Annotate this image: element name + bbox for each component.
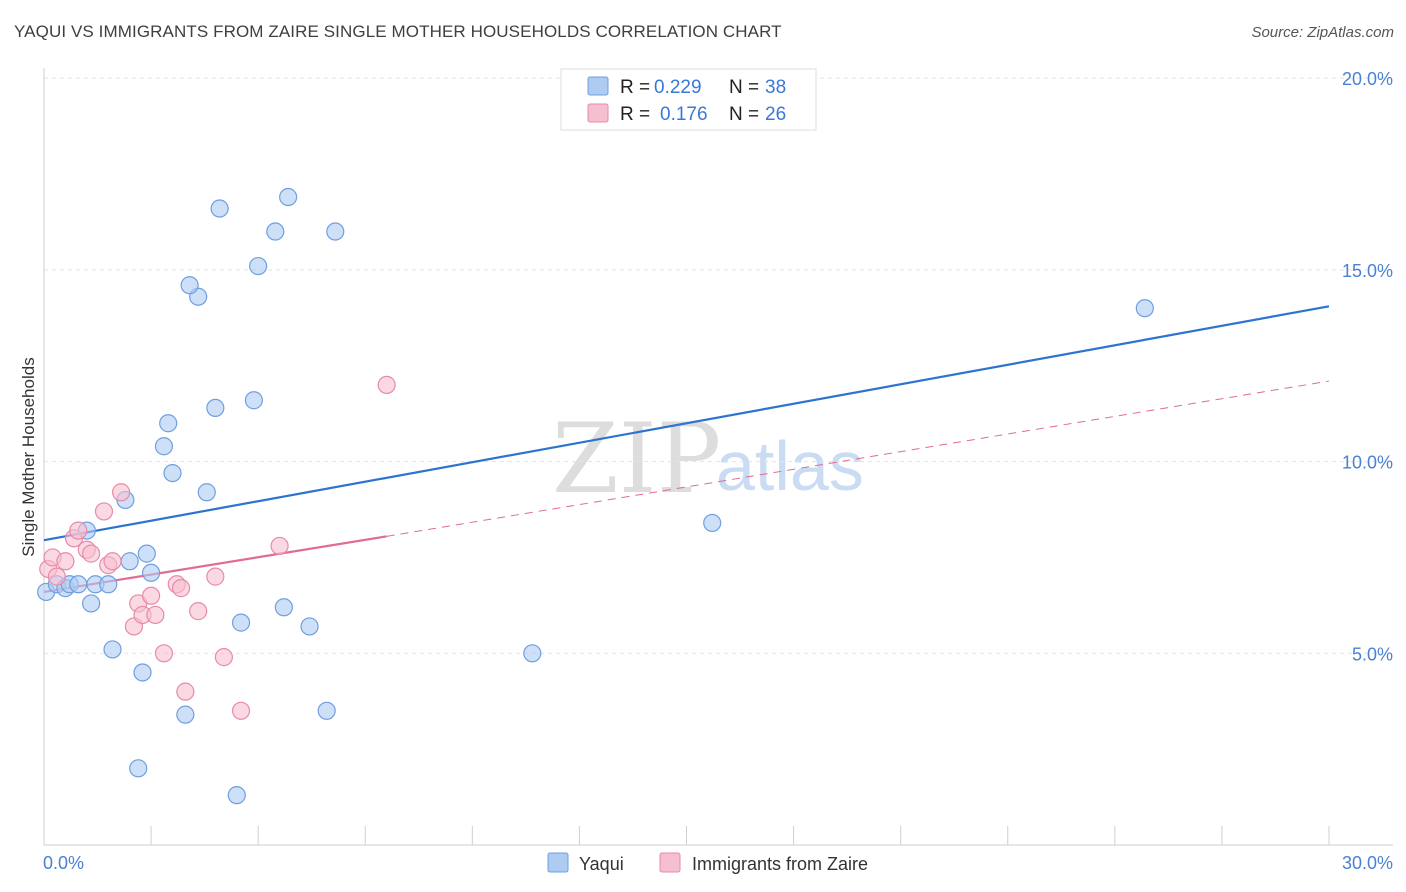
yaqui-point-13 bbox=[133, 663, 152, 682]
legend-r-label-1: R = bbox=[620, 77, 650, 98]
legend: R = 0.229 N = 38 R = 0.176 N = 26 bbox=[560, 68, 817, 131]
yaqui-point-26 bbox=[244, 391, 263, 410]
y-tick-label-10: 10.0% bbox=[1342, 453, 1393, 473]
yaqui-point-30 bbox=[279, 187, 298, 207]
yaqui-point-6 bbox=[82, 594, 101, 613]
yaqui-point-23 bbox=[210, 199, 229, 218]
zaire-point-3 bbox=[56, 552, 75, 571]
legend-n-label-1: N = bbox=[729, 77, 759, 98]
yaqui-point-18 bbox=[163, 463, 182, 483]
legend-r-value-1: 0.229 bbox=[654, 77, 702, 98]
zaire-point-15 bbox=[141, 586, 161, 605]
legend-n-value-1: 38 bbox=[765, 77, 786, 98]
zaire-point-24 bbox=[231, 701, 251, 720]
grid bbox=[44, 77, 1393, 654]
y-tick-label-20: 20.0% bbox=[1342, 69, 1393, 89]
yaqui-point-9 bbox=[103, 640, 122, 659]
yaqui-point-11 bbox=[120, 552, 139, 571]
zaire-point-5 bbox=[69, 521, 88, 540]
yaqui-point-32 bbox=[317, 701, 336, 720]
zaire-point-8 bbox=[94, 502, 114, 521]
yaqui-point-21 bbox=[197, 483, 216, 502]
chart-title: YAQUI VS IMMIGRANTS FROM ZAIRE SINGLE MO… bbox=[14, 22, 782, 41]
zaire-point-26 bbox=[377, 375, 396, 395]
bottom-legend-swatch-zaire bbox=[659, 852, 681, 873]
yaqui-point-24 bbox=[227, 786, 246, 805]
yaqui-point-17 bbox=[159, 414, 178, 433]
yaqui-point-12 bbox=[129, 759, 148, 778]
yaqui-point-34 bbox=[523, 644, 542, 663]
y-tick-label-5: 5.0% bbox=[1352, 644, 1393, 664]
legend-swatch-zaire bbox=[587, 103, 609, 123]
yaqui-point-4 bbox=[69, 575, 88, 594]
yaqui-point-14 bbox=[137, 544, 156, 563]
yaqui-point-16 bbox=[154, 437, 174, 456]
yaqui-point-19 bbox=[176, 705, 195, 724]
yaqui-point-25 bbox=[231, 613, 251, 632]
x-axis-ticks bbox=[43, 826, 1330, 845]
bottom-legend: Yaqui Immigrants from Zaire bbox=[547, 852, 868, 874]
zaire-point-11 bbox=[111, 483, 131, 502]
yaqui-point-37 bbox=[180, 276, 199, 295]
yaqui-point-28 bbox=[266, 222, 285, 241]
yaqui-point-36 bbox=[1135, 299, 1154, 318]
watermark-zip: ZIP bbox=[552, 403, 721, 515]
x-tick-label-0: 0.0% bbox=[43, 853, 84, 873]
yaqui-point-22 bbox=[206, 398, 225, 418]
legend-n-value-2: 26 bbox=[765, 104, 786, 125]
bottom-legend-swatch-yaqui bbox=[547, 852, 569, 873]
bottom-legend-yaqui: Yaqui bbox=[579, 854, 624, 874]
x-tick-label-30: 30.0% bbox=[1342, 853, 1393, 873]
zaire-point-2 bbox=[47, 567, 66, 586]
zaire-point-21 bbox=[189, 602, 208, 621]
y-tick-label-15: 15.0% bbox=[1342, 261, 1393, 281]
watermark-atlas: atlas bbox=[716, 427, 864, 505]
zaire-point-20 bbox=[176, 682, 195, 701]
yaqui-point-27 bbox=[249, 256, 268, 276]
yaqui-point-31 bbox=[300, 617, 319, 636]
zaire-point-19 bbox=[171, 579, 191, 598]
zaire-point-22 bbox=[206, 567, 225, 586]
y-axis-label: Single Mother Households bbox=[19, 357, 38, 556]
legend-swatch-yaqui bbox=[587, 76, 609, 96]
zaire-point-10 bbox=[103, 552, 122, 571]
yaqui-point-33 bbox=[326, 222, 345, 241]
yaqui-point-29 bbox=[274, 598, 293, 617]
trendline-0 bbox=[43, 305, 1330, 542]
zaire-point-23 bbox=[214, 648, 233, 667]
legend-n-label-2: N = bbox=[729, 104, 759, 125]
yaqui-point-8 bbox=[99, 575, 118, 594]
trendline-2 bbox=[386, 380, 1330, 537]
zaire-point-16 bbox=[146, 605, 165, 625]
zaire-point-17 bbox=[154, 644, 174, 663]
yaqui-point-15 bbox=[141, 563, 161, 582]
source-label: Source: ZipAtlas.com bbox=[1251, 24, 1394, 41]
legend-r-value-2: 0.176 bbox=[660, 104, 708, 125]
zaire-point-25 bbox=[270, 536, 289, 556]
legend-r-label-2: R = bbox=[620, 104, 650, 125]
zaire-point-7 bbox=[82, 544, 101, 563]
bottom-legend-zaire: Immigrants from Zaire bbox=[692, 854, 868, 874]
yaqui-point-35 bbox=[703, 513, 722, 533]
